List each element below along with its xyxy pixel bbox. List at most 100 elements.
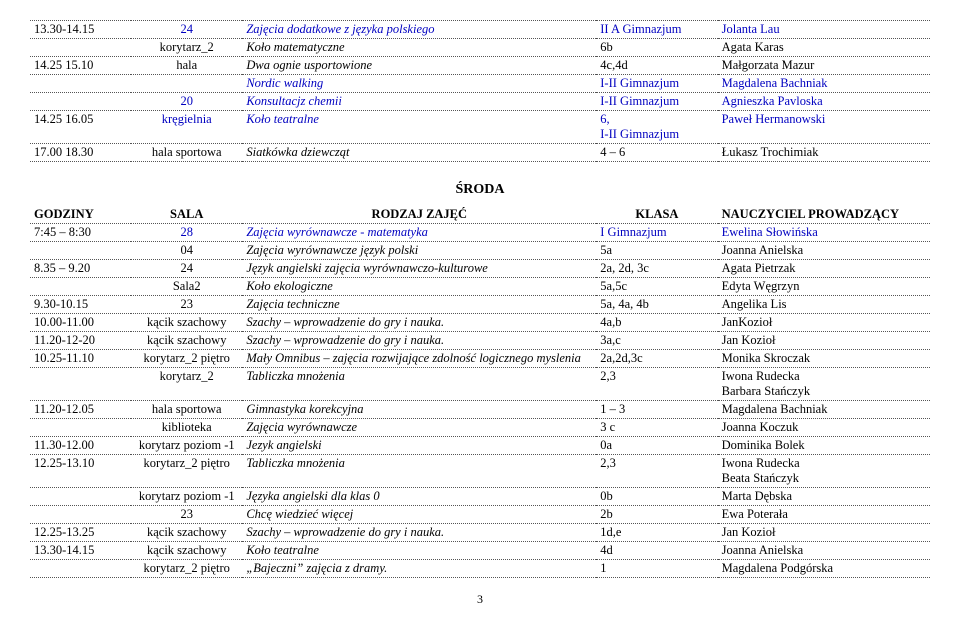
cell-godziny: 11.20-12.05 — [30, 401, 131, 419]
cell-nauczyciel: Agata Karas — [718, 39, 930, 57]
table-row: 17.00 18.30hala sportowaSiatkówka dziewc… — [30, 144, 930, 162]
cell-godziny — [30, 93, 131, 111]
col-sala: SALA — [131, 206, 242, 224]
cell-nauczyciel: Ewa Poterała — [718, 506, 930, 524]
cell-zajec: Szachy – wprowadzenie do gry i nauka. — [242, 524, 596, 542]
cell-nauczyciel: Paweł Hermanowski — [718, 111, 930, 144]
cell-sala: 24 — [131, 21, 242, 39]
cell-klasa: II A Gimnazjum — [596, 21, 717, 39]
cell-godziny — [30, 560, 131, 578]
cell-sala: 23 — [131, 506, 242, 524]
cell-klasa: 5a,5c — [596, 278, 717, 296]
cell-zajec: Nordic walking — [242, 75, 596, 93]
cell-zajec: Dwa ognie usportowione — [242, 57, 596, 75]
cell-godziny — [30, 39, 131, 57]
schedule-sroda-table: GODZINY SALA RODZAJ ZAJĘĆ KLASA NAUCZYCI… — [30, 206, 930, 578]
cell-klasa: 4 – 6 — [596, 144, 717, 162]
cell-godziny — [30, 242, 131, 260]
table-row: 9.30-10.1523Zajęcia techniczne5a, 4a, 4b… — [30, 296, 930, 314]
cell-zajec: Mały Omnibus – zajęcia rozwijające zdoln… — [242, 350, 596, 368]
cell-zajec: Języka angielski dla klas 0 — [242, 488, 596, 506]
cell-klasa: 5a — [596, 242, 717, 260]
cell-zajec: Szachy – wprowadzenie do gry i nauka. — [242, 332, 596, 350]
cell-zajec: Język angielski zajęcia wyrównawczo-kult… — [242, 260, 596, 278]
cell-nauczyciel: Magdalena Bachniak — [718, 401, 930, 419]
sroda-title: ŚRODA — [30, 182, 930, 198]
cell-zajec: Koło teatralne — [242, 542, 596, 560]
cell-klasa: 1d,e — [596, 524, 717, 542]
cell-klasa: 2a,2d,3c — [596, 350, 717, 368]
cell-klasa: I-II Gimnazjum — [596, 75, 717, 93]
cell-godziny: 7:45 – 8:30 — [30, 224, 131, 242]
cell-godziny: 10.25-11.10 — [30, 350, 131, 368]
cell-zajec: Tabliczka mnożenia — [242, 368, 596, 401]
cell-sala — [131, 75, 242, 93]
cell-klasa: 3 c — [596, 419, 717, 437]
cell-godziny: 13.30-14.15 — [30, 21, 131, 39]
table-row: 23Chcę wiedzieć więcej2bEwa Poterała — [30, 506, 930, 524]
cell-klasa: 4d — [596, 542, 717, 560]
table-row: korytarz_2 piętro„Bajeczni” zajęcia z dr… — [30, 560, 930, 578]
table-row: 11.30-12.00korytarz poziom -1Jezyk angie… — [30, 437, 930, 455]
cell-godziny — [30, 506, 131, 524]
cell-nauczyciel: Jan Kozioł — [718, 524, 930, 542]
page-number: 3 — [30, 592, 930, 607]
cell-zajec: Chcę wiedzieć więcej — [242, 506, 596, 524]
table-row: 7:45 – 8:3028Zajęcia wyrównawcze - matem… — [30, 224, 930, 242]
cell-zajec: Gimnastyka korekcyjna — [242, 401, 596, 419]
cell-godziny — [30, 488, 131, 506]
cell-zajec: Koło teatralne — [242, 111, 596, 144]
cell-sala: kącik szachowy — [131, 332, 242, 350]
table-row: korytarz_2Tabliczka mnożenia2,3Iwona Rud… — [30, 368, 930, 401]
cell-nauczyciel: Agata Pietrzak — [718, 260, 930, 278]
cell-zajec: Zajęcia wyrównawcze — [242, 419, 596, 437]
cell-nauczyciel: Agnieszka Pavloska — [718, 93, 930, 111]
col-klasa: KLASA — [596, 206, 717, 224]
cell-klasa: 2b — [596, 506, 717, 524]
table-row: Nordic walkingI-II GimnazjumMagdalena Ba… — [30, 75, 930, 93]
cell-nauczyciel: Łukasz Trochimiak — [718, 144, 930, 162]
cell-nauczyciel: Angelika Lis — [718, 296, 930, 314]
cell-klasa: 2,3 — [596, 455, 717, 488]
cell-godziny: 14.25 15.10 — [30, 57, 131, 75]
cell-godziny: 11.30-12.00 — [30, 437, 131, 455]
table-row: 10.00-11.00kącik szachowySzachy – wprowa… — [30, 314, 930, 332]
cell-godziny — [30, 368, 131, 401]
cell-nauczyciel: Marta Dębska — [718, 488, 930, 506]
cell-godziny: 11.20-12-20 — [30, 332, 131, 350]
cell-godziny: 14.25 16.05 — [30, 111, 131, 144]
cell-klasa: 5a, 4a, 4b — [596, 296, 717, 314]
cell-sala: 24 — [131, 260, 242, 278]
cell-klasa: 0a — [596, 437, 717, 455]
cell-zajec: Koło ekologiczne — [242, 278, 596, 296]
cell-sala: kącik szachowy — [131, 542, 242, 560]
cell-nauczyciel: Magdalena Bachniak — [718, 75, 930, 93]
cell-sala: hala sportowa — [131, 144, 242, 162]
cell-zajec: Zajęcia wyrównawcze język polski — [242, 242, 596, 260]
cell-klasa: 1 – 3 — [596, 401, 717, 419]
cell-nauczyciel: Magdalena Podgórska — [718, 560, 930, 578]
cell-zajec: Szachy – wprowadzenie do gry i nauka. — [242, 314, 596, 332]
cell-godziny: 8.35 – 9.20 — [30, 260, 131, 278]
table-row: 14.25 16.05kręgielniaKoło teatralne6,I-I… — [30, 111, 930, 144]
cell-godziny: 17.00 18.30 — [30, 144, 131, 162]
cell-nauczyciel: JanKozioł — [718, 314, 930, 332]
table-row: kibliotekaZajęcia wyrównawcze3 cJoanna K… — [30, 419, 930, 437]
table-row: 8.35 – 9.2024Język angielski zajęcia wyr… — [30, 260, 930, 278]
cell-nauczyciel: Małgorzata Mazur — [718, 57, 930, 75]
cell-sala: 04 — [131, 242, 242, 260]
cell-sala: hala sportowa — [131, 401, 242, 419]
cell-klasa: 2a, 2d, 3c — [596, 260, 717, 278]
schedule-top-table: 13.30-14.1524Zajęcia dodatkowe z języka … — [30, 20, 930, 162]
cell-godziny: 12.25-13.10 — [30, 455, 131, 488]
cell-nauczyciel: Joanna Anielska — [718, 542, 930, 560]
cell-nauczyciel: Ewelina Słowińska — [718, 224, 930, 242]
cell-nauczyciel: Jan Kozioł — [718, 332, 930, 350]
cell-godziny — [30, 75, 131, 93]
cell-zajec: Siatkówka dziewcząt — [242, 144, 596, 162]
cell-zajec: Jezyk angielski — [242, 437, 596, 455]
table-row: 10.25-11.10korytarz_2 piętroMały Omnibus… — [30, 350, 930, 368]
cell-zajec: Zajęcia dodatkowe z języka polskiego — [242, 21, 596, 39]
cell-nauczyciel: Edyta Węgrzyn — [718, 278, 930, 296]
cell-godziny: 9.30-10.15 — [30, 296, 131, 314]
